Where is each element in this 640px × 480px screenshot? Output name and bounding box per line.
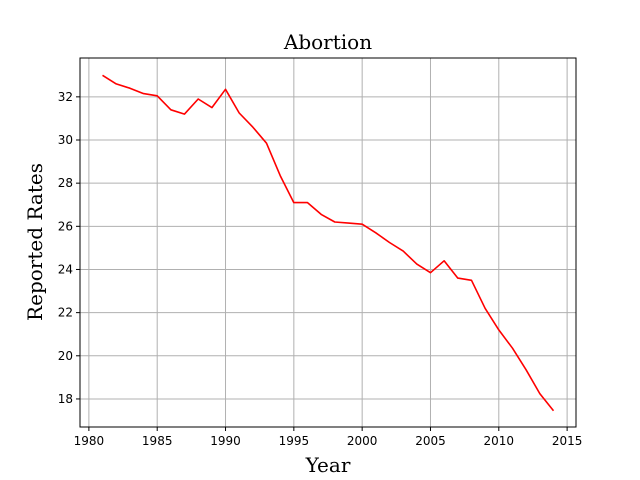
plot-frame bbox=[79, 57, 577, 428]
y-axis-label: Reported Rates bbox=[23, 163, 47, 321]
series-layer bbox=[102, 74, 555, 412]
series-line bbox=[102, 74, 555, 412]
y-tick-label: 24 bbox=[58, 262, 73, 276]
x-tick-label: 2000 bbox=[347, 434, 378, 448]
y-tick-label: 28 bbox=[58, 176, 73, 190]
chart-title: Abortion bbox=[283, 30, 372, 54]
y-tick-label: 32 bbox=[58, 90, 73, 104]
y-tick-label: 18 bbox=[58, 392, 73, 406]
y-tick-label: 26 bbox=[58, 219, 73, 233]
x-tick-label: 1990 bbox=[210, 434, 241, 448]
y-tick-label: 22 bbox=[58, 306, 73, 320]
x-tick-label: 1995 bbox=[279, 434, 310, 448]
x-tick-label: 2010 bbox=[484, 434, 515, 448]
ticks: 1980 1985 1990 1995 2000 2005 2010 2015 18 20 22 24… bbox=[58, 90, 583, 448]
y-tick-label: 30 bbox=[58, 133, 73, 147]
y-tick-label: 20 bbox=[58, 349, 73, 363]
gridlines bbox=[80, 58, 576, 427]
x-axis-label: Year bbox=[305, 453, 351, 477]
x-tick-label: 1980 bbox=[74, 434, 105, 448]
x-tick-label: 1985 bbox=[142, 434, 173, 448]
x-tick-label: 2005 bbox=[415, 434, 446, 448]
x-tick-label: 2015 bbox=[552, 434, 583, 448]
